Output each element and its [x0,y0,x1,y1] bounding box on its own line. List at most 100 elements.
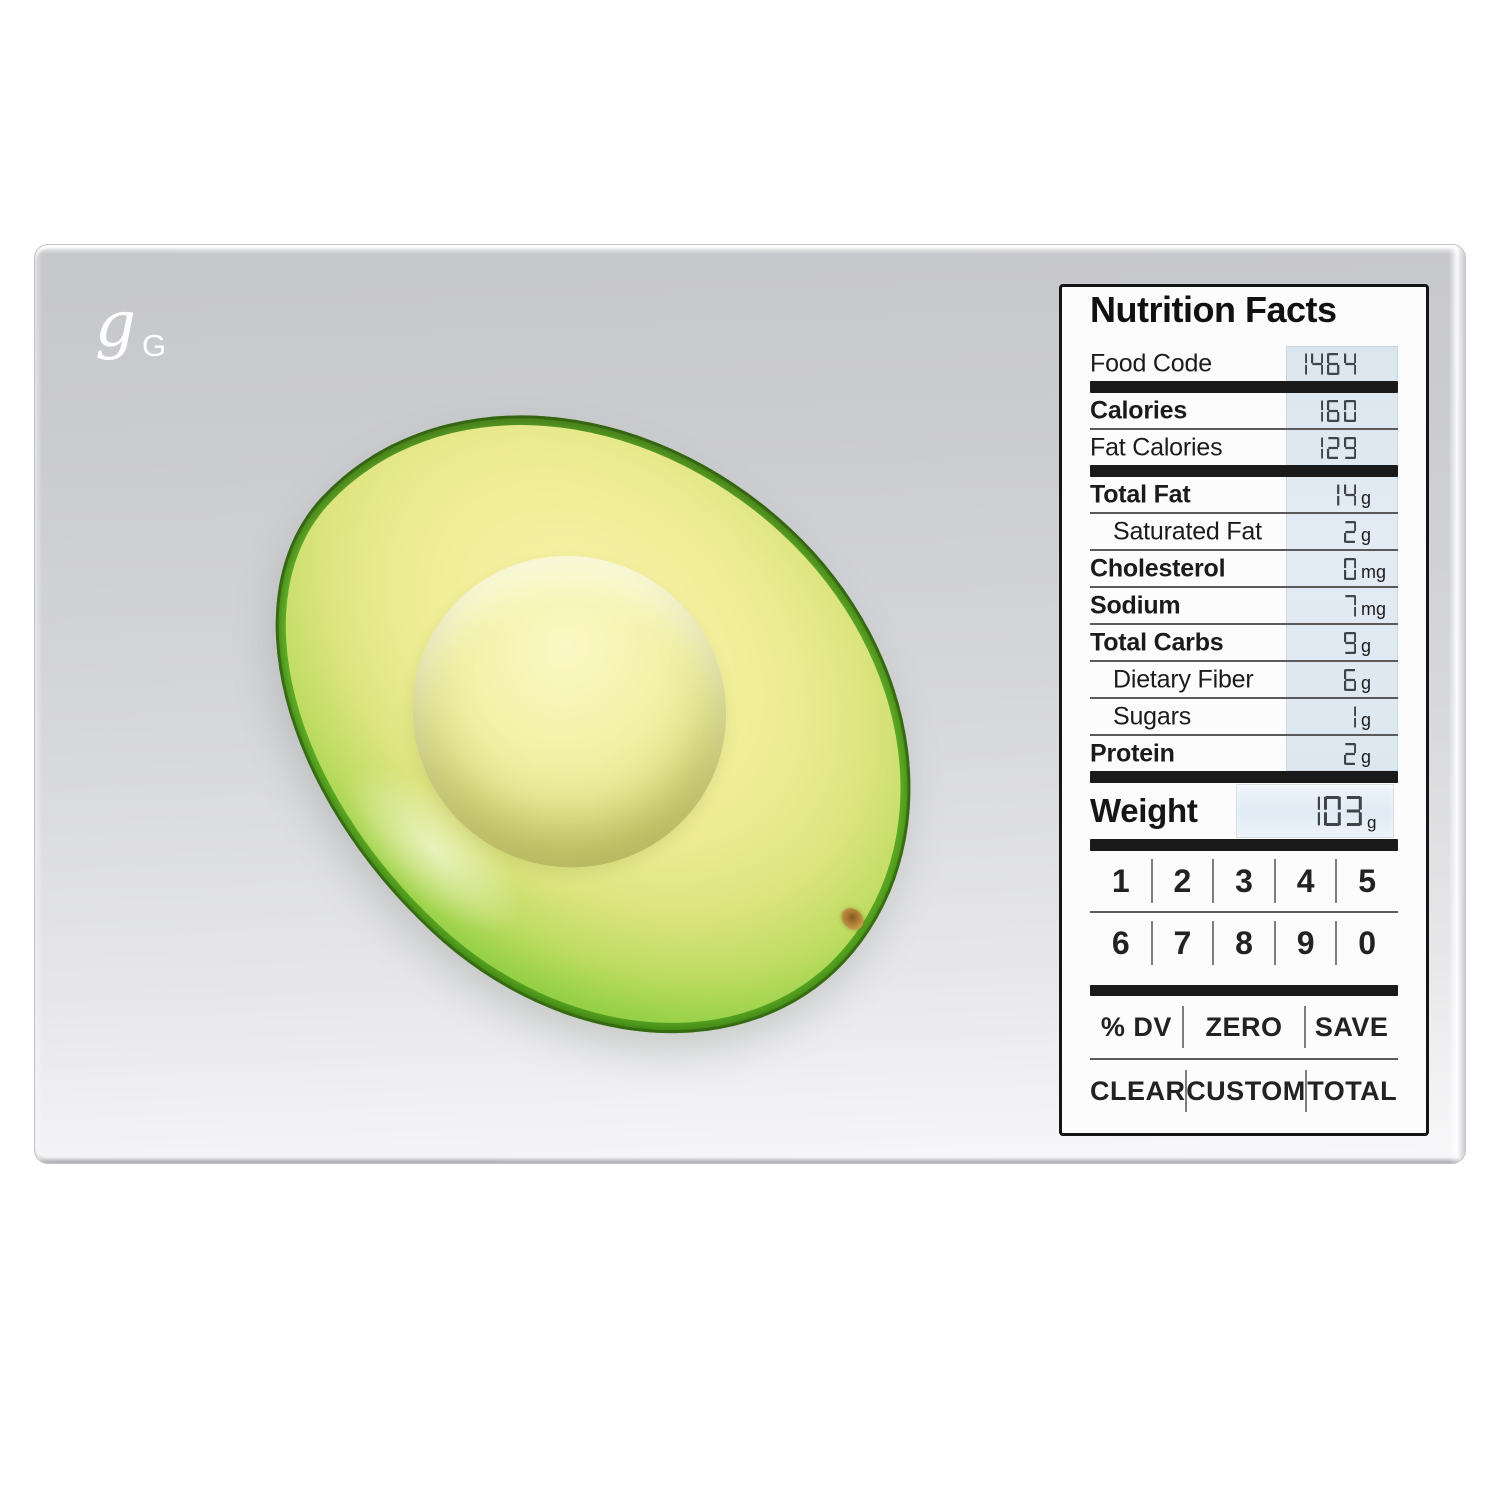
lcd-digit [1337,483,1340,506]
lcd-digits [1343,668,1356,691]
function-keys: % DV ZERO SAVE CLEAR CUSTOM TOTAL [1090,996,1398,1122]
lcd-digit [1304,352,1308,375]
avocado-flesh [170,293,1022,1139]
row-weight: Weight g [1090,783,1398,839]
row-label: Food Code [1090,349,1212,377]
row-label: Protein [1090,739,1175,767]
row-sodium: Sodium mg [1090,588,1398,623]
key-7[interactable]: 7 [1150,913,1214,973]
lcd-cholesterol: mg [1286,551,1398,586]
unit-label [1356,423,1393,428]
key-8[interactable]: 8 [1212,913,1275,973]
lcd-digits [1311,399,1356,422]
divider-thick [1090,771,1398,783]
unit-label: mg [1361,599,1387,619]
lcd-digits [1343,742,1356,765]
key-1[interactable]: 1 [1111,862,1130,899]
row-saturated-fat: Saturated Fat g [1090,514,1398,549]
row-total-fat: Total Fat g [1090,477,1398,512]
key-dv[interactable]: % DV [1100,1011,1172,1042]
function-key-row: CLEAR CUSTOM TOTAL [1090,1060,1398,1122]
lcd-digit [1343,668,1356,691]
unit-label: g [1361,488,1372,508]
lcd-digit [1345,594,1356,617]
lcd-digit [1327,352,1340,375]
lcd-food-code [1286,346,1398,381]
row-sugars: Sugars g [1090,699,1398,734]
lcd-display-window [1286,346,1398,771]
key-2[interactable]: 2 [1150,851,1214,911]
divider-thin [1090,911,1398,913]
lcd-digits [1295,352,1356,375]
key-0[interactable]: 0 [1335,913,1398,973]
lcd-digit [1343,742,1356,765]
lcd-digit [1343,557,1356,580]
key-custom[interactable]: CUSTOM [1184,1060,1307,1122]
lcd-digit [1321,399,1324,422]
logo-cap-g: G [142,328,167,363]
divider-thin [1090,623,1398,625]
key-5[interactable]: 5 [1335,851,1398,911]
lcd-digit [1317,796,1321,826]
divider-thin [1090,428,1398,430]
row-label: Total Fat [1090,480,1191,508]
logo-script-g: g [95,288,136,362]
lcd-sodium: mg [1286,588,1398,623]
lcd-digit [1353,705,1356,728]
row-protein: Protein g [1090,736,1398,771]
unit-label [1356,376,1393,381]
lcd-digit [1327,399,1340,422]
display-stack: Food Code Calories Fat Calories Total Fat g S… [1090,346,1398,1122]
divider-thin [1090,734,1398,736]
key-6[interactable]: 6 [1111,924,1130,961]
glass-top-edge [38,245,1462,254]
lcd-digits [1327,483,1356,506]
key-zero[interactable]: ZERO [1181,996,1305,1058]
weight-label: Weight [1090,792,1198,829]
divider-thick [1090,839,1398,851]
unit-label: g [1361,525,1372,545]
lcd-fat-calories [1286,430,1398,465]
avocado-pit-cavity [352,495,786,928]
lcd-total-carbs: g [1286,625,1398,660]
row-label: Sugars [1113,702,1192,730]
divider-thin [1090,512,1398,514]
divider-thin [1090,660,1398,662]
key-clear[interactable]: CLEAR [1090,1075,1186,1106]
unit-label [1356,460,1393,465]
row-label: Cholesterol [1090,554,1226,582]
row-calories: Calories [1090,393,1398,428]
lcd-digit [1321,436,1324,459]
lcd-digits [1311,436,1356,459]
key-total[interactable]: TOTAL [1305,1060,1398,1122]
lcd-protein: g [1286,736,1398,771]
unit-label: g [1361,673,1372,693]
lcd-digits [1344,594,1356,617]
unit-label: g [1361,636,1372,656]
key-9[interactable]: 9 [1273,913,1337,973]
row-total-carbs: Total Carbs g [1090,625,1398,660]
key-3[interactable]: 3 [1212,851,1275,911]
lcd-digit [1343,631,1356,654]
lcd-calories [1286,393,1398,428]
row-label: Dietary Fiber [1113,665,1254,693]
unit-label: g [1361,710,1372,730]
row-cholesterol: Cholesterol mg [1090,551,1398,586]
glass-right-edge [1449,245,1465,1163]
row-label: Fat Calories [1090,433,1223,461]
row-dietary-fiber: Dietary Fiber g [1090,662,1398,697]
row-food-code: Food Code [1090,346,1398,381]
divider-thick [1090,465,1398,477]
key-4[interactable]: 4 [1273,851,1337,911]
lcd-digit [1343,483,1356,506]
key-save[interactable]: SAVE [1304,996,1398,1058]
lcd-digits [1343,520,1356,543]
brand-logo: g G [95,293,205,383]
row-label: Calories [1090,396,1188,424]
weight-unit: g [1367,813,1377,832]
lcd-digit [1324,796,1342,826]
lcd-digit [1327,436,1340,459]
